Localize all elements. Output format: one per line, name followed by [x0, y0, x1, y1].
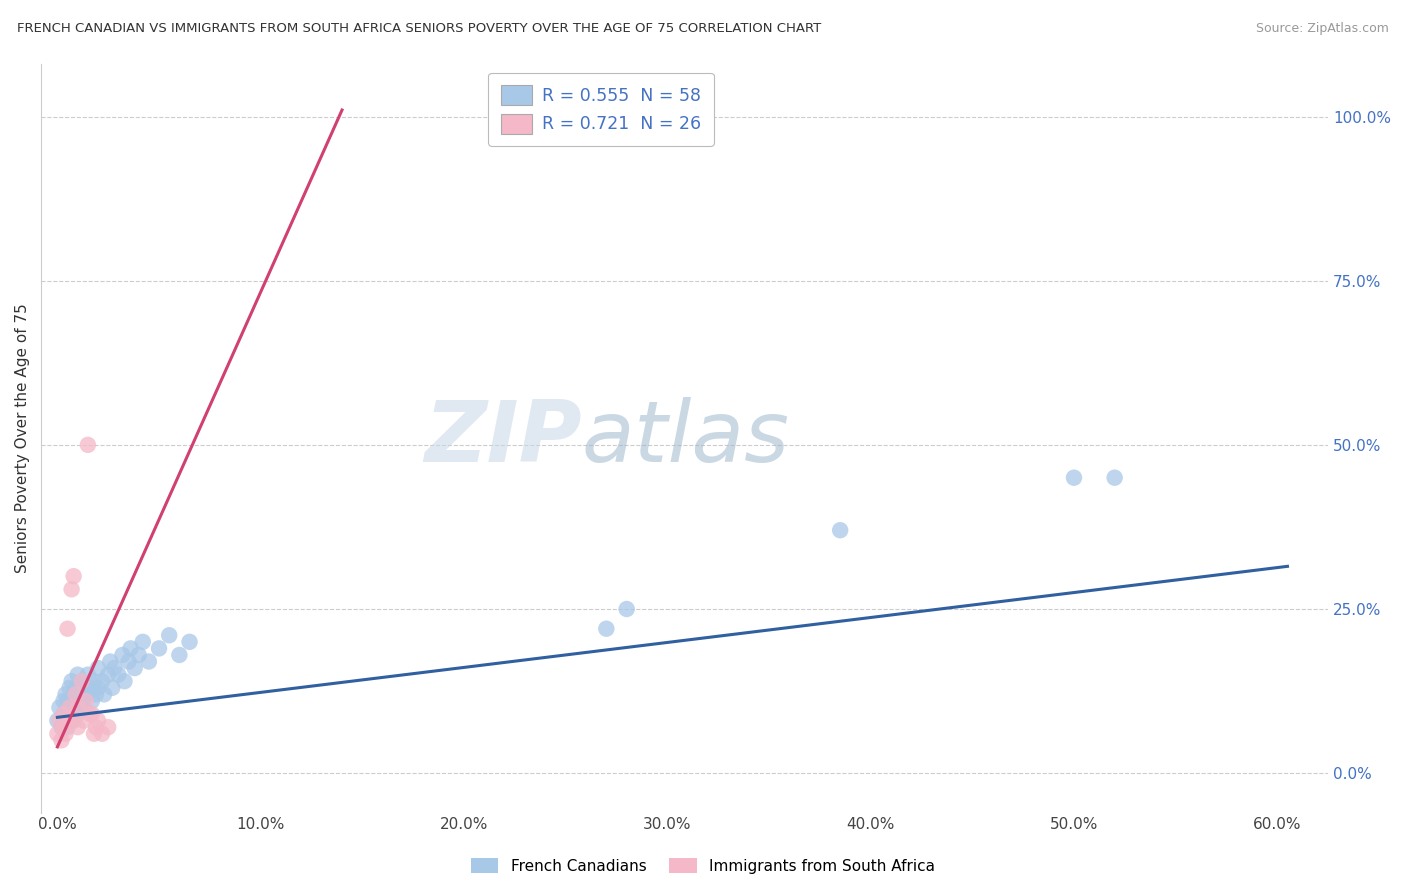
Point: [128, 648, 150, 662]
Point: [62, 707, 84, 722]
Point: [83, 727, 105, 741]
Text: Source: ZipAtlas.com: Source: ZipAtlas.com: [1256, 22, 1389, 36]
Point: [48, 700, 70, 714]
Point: [66, 687, 89, 701]
Point: [46, 714, 69, 728]
Point: [73, 714, 96, 728]
Point: [87, 714, 110, 728]
Point: [60, 674, 83, 689]
Point: [65, 687, 87, 701]
Point: [66, 707, 89, 722]
Y-axis label: Seniors Poverty Over the Age of 75: Seniors Poverty Over the Age of 75: [15, 303, 30, 574]
Point: [70, 674, 93, 689]
Point: [91, 674, 114, 689]
Point: [58, 700, 80, 714]
Point: [1104, 471, 1126, 485]
Point: [52, 707, 75, 722]
Point: [107, 667, 129, 681]
Point: [58, 681, 80, 695]
Point: [138, 655, 160, 669]
Point: [91, 727, 114, 741]
Point: [48, 714, 70, 728]
Point: [87, 661, 110, 675]
Point: [93, 687, 115, 701]
Point: [62, 569, 84, 583]
Point: [56, 714, 79, 728]
Text: FRENCH CANADIAN VS IMMIGRANTS FROM SOUTH AFRICA SENIORS POVERTY OVER THE AGE OF : FRENCH CANADIAN VS IMMIGRANTS FROM SOUTH…: [17, 22, 821, 36]
Point: [73, 700, 96, 714]
Point: [56, 707, 79, 722]
Point: [79, 681, 101, 695]
Point: [97, 720, 120, 734]
Point: [65, 681, 87, 695]
Point: [77, 667, 100, 681]
Point: [80, 707, 103, 722]
Point: [120, 641, 142, 656]
Point: [114, 674, 136, 689]
Point: [65, 700, 87, 714]
Point: [51, 720, 73, 734]
Point: [97, 667, 120, 681]
Legend: French Canadians, Immigrants from South Africa: French Canadians, Immigrants from South …: [465, 852, 941, 880]
Point: [169, 648, 191, 662]
Point: [55, 687, 77, 701]
Point: [52, 707, 75, 722]
Point: [148, 641, 170, 656]
Point: [80, 694, 103, 708]
Point: [56, 720, 79, 734]
Point: [179, 635, 201, 649]
Legend: R = 0.555  N = 58, R = 0.721  N = 26: R = 0.555 N = 58, R = 0.721 N = 26: [488, 73, 713, 145]
Point: [66, 700, 89, 714]
Point: [83, 674, 105, 689]
Point: [77, 687, 100, 701]
Point: [830, 523, 852, 537]
Point: [60, 694, 83, 708]
Point: [58, 700, 80, 714]
Point: [66, 667, 89, 681]
Point: [111, 648, 134, 662]
Point: [103, 661, 125, 675]
Point: [73, 681, 96, 695]
Point: [55, 727, 77, 741]
Point: [60, 714, 83, 728]
Point: [51, 733, 73, 747]
Point: [117, 655, 139, 669]
Point: [77, 438, 100, 452]
Point: [132, 635, 155, 649]
Text: atlas: atlas: [582, 397, 790, 480]
Point: [157, 628, 180, 642]
Point: [56, 622, 79, 636]
Point: [1063, 471, 1085, 485]
Point: [46, 727, 69, 741]
Point: [84, 720, 107, 734]
Point: [87, 681, 110, 695]
Point: [79, 707, 101, 722]
Point: [66, 720, 89, 734]
Point: [75, 694, 97, 708]
Point: [56, 694, 79, 708]
Point: [70, 694, 93, 708]
Point: [595, 622, 617, 636]
Point: [84, 687, 107, 701]
Point: [616, 602, 638, 616]
Point: [52, 720, 75, 734]
Point: [101, 681, 124, 695]
Text: ZIP: ZIP: [425, 397, 582, 480]
Point: [60, 582, 83, 597]
Point: [70, 674, 93, 689]
Point: [62, 714, 84, 728]
Point: [124, 661, 146, 675]
Point: [52, 694, 75, 708]
Point: [62, 687, 84, 701]
Point: [55, 714, 77, 728]
Point: [98, 655, 121, 669]
